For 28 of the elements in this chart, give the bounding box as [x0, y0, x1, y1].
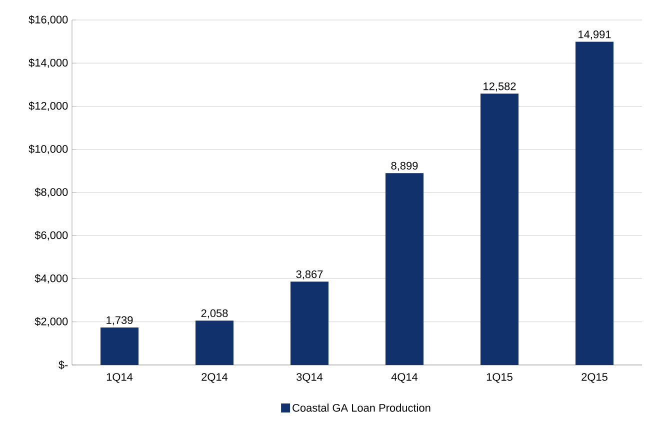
- bar: [576, 42, 614, 365]
- x-tick-label: 1Q15: [486, 373, 512, 383]
- y-tick-label: $-: [58, 360, 68, 370]
- y-tick-label: $14,000: [28, 58, 68, 68]
- bar: [480, 94, 519, 365]
- x-tick-label: 1Q14: [106, 373, 133, 383]
- x-tick-label: 4Q14: [391, 373, 418, 383]
- data-label: 1,739: [106, 316, 133, 326]
- bar: [100, 327, 139, 365]
- data-label: 12,582: [484, 82, 516, 92]
- y-tick-label: $4,000: [34, 274, 68, 284]
- y-tick-label: $2,000: [34, 317, 68, 327]
- y-tick-label: $10,000: [28, 144, 68, 154]
- data-label: 2,058: [201, 309, 228, 318]
- legend-label: Coastal GA Loan Production: [292, 404, 430, 412]
- x-tick-label: 3Q14: [296, 373, 323, 383]
- data-label: 8,899: [391, 162, 418, 171]
- bar: [290, 282, 329, 365]
- data-label: 14,991: [578, 30, 611, 40]
- y-tick-label: $12,000: [28, 101, 68, 111]
- y-tick-label: $16,000: [28, 15, 68, 25]
- bar: [386, 173, 424, 365]
- y-tick-label: $6,000: [34, 230, 68, 240]
- x-tick-label: 2Q15: [582, 373, 608, 383]
- x-tick-label: 2Q14: [202, 373, 228, 383]
- y-tick-label: $8,000: [34, 188, 68, 198]
- data-label: 3,867: [296, 270, 323, 280]
- bar: [196, 320, 234, 365]
